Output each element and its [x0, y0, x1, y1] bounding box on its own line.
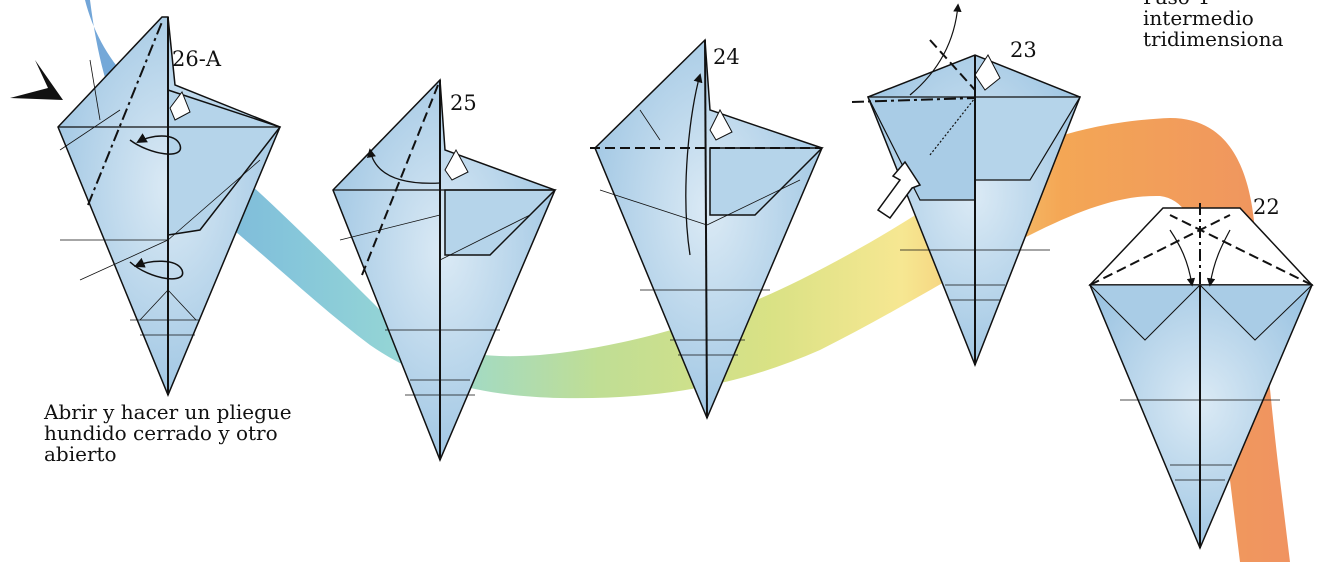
caption-step-26a-line1: Abrir y hacer un pliegue — [44, 400, 292, 424]
step-number-22: 22 — [1253, 195, 1280, 219]
step-24-figure — [590, 38, 824, 420]
step-23-figure — [851, 3, 1082, 368]
step-number-23: 23 — [1010, 38, 1037, 62]
caption-top-right-line1: Paso 4 — [1143, 0, 1326, 8]
caption-step-26a-line3: abierto — [44, 442, 117, 466]
step-number-25: 25 — [450, 91, 477, 115]
step-number-26a: 26-A — [172, 47, 221, 71]
caption-top-right-line2: intermedio — [1143, 6, 1254, 30]
caption-step-26a-line2: hundido cerrado y otro — [44, 421, 278, 445]
step-25-figure — [332, 78, 557, 462]
step-22-figure — [1088, 203, 1314, 550]
caption-top-right: Paso 4 intermedio tridimensiona — [1143, 0, 1326, 50]
progress-ribbon — [85, 0, 1290, 562]
caption-step-26a: Abrir y hacer un pliegue hundido cerrado… — [44, 402, 292, 465]
step-26a-figure — [10, 16, 282, 397]
step-number-24: 24 — [713, 45, 740, 69]
caption-top-right-line3: tridimensiona — [1143, 27, 1284, 50]
